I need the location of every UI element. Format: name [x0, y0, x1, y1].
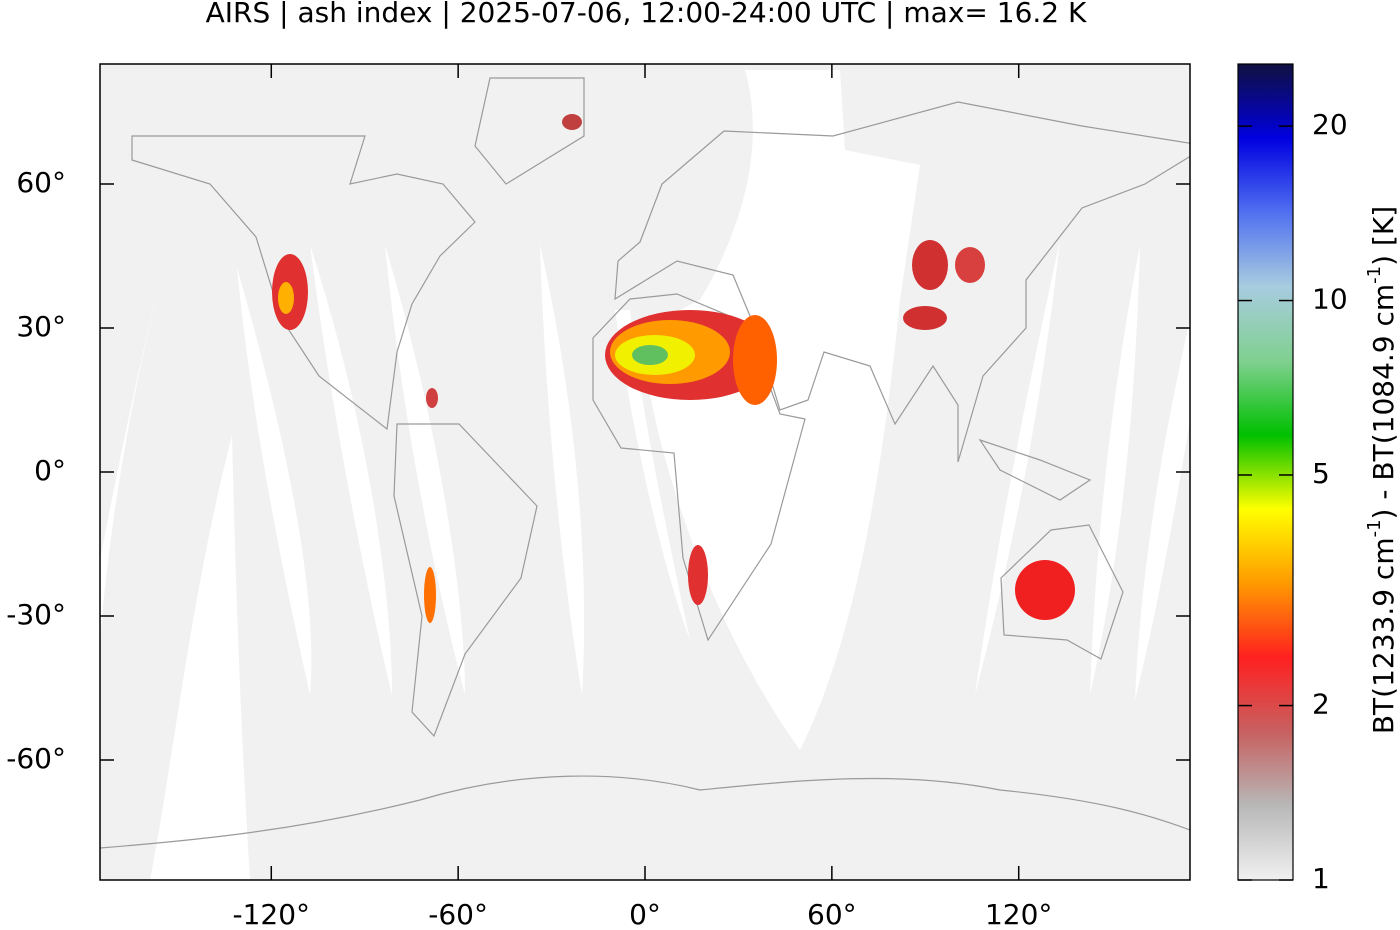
- colorbar-tick-label: 10: [1312, 283, 1348, 316]
- label-part: ) - BT(1084.9 cm: [1367, 284, 1400, 520]
- ash-signal: [272, 114, 1075, 623]
- chart-title: AIRS | ash index | 2025-07-06, 12:00-24:…: [206, 0, 1087, 29]
- y-tick-label: 0°: [34, 454, 66, 487]
- y-tick-label: -30°: [6, 598, 66, 631]
- x-tick-label: 0°: [629, 898, 661, 930]
- x-tick-label: 60°: [807, 898, 857, 930]
- label-part: ) [K]: [1367, 206, 1400, 266]
- colorbar-tick-label: 5: [1312, 457, 1330, 490]
- colorbar-tick-label: 2: [1312, 688, 1330, 721]
- x-tick-label: -60°: [428, 898, 488, 930]
- colorbar-tick-label: 20: [1312, 108, 1348, 141]
- label-sup: -1: [1364, 519, 1385, 537]
- x-tick-label: 120°: [985, 898, 1052, 930]
- map: [100, 64, 1190, 880]
- x-tick-label: -120°: [233, 898, 311, 930]
- label-part: BT(1233.9 cm: [1367, 537, 1400, 734]
- y-tick-label: 60°: [16, 166, 66, 199]
- colorbar-label: BT(1233.9 cm-1) - BT(1084.9 cm-1) [K]: [1364, 206, 1400, 734]
- label-sup: -1: [1364, 266, 1385, 284]
- y-tick-label: 30°: [16, 310, 66, 343]
- colorbar: [1237, 63, 1294, 881]
- colorbar-tick-label: 1: [1312, 862, 1330, 895]
- y-tick-label: -60°: [6, 742, 66, 775]
